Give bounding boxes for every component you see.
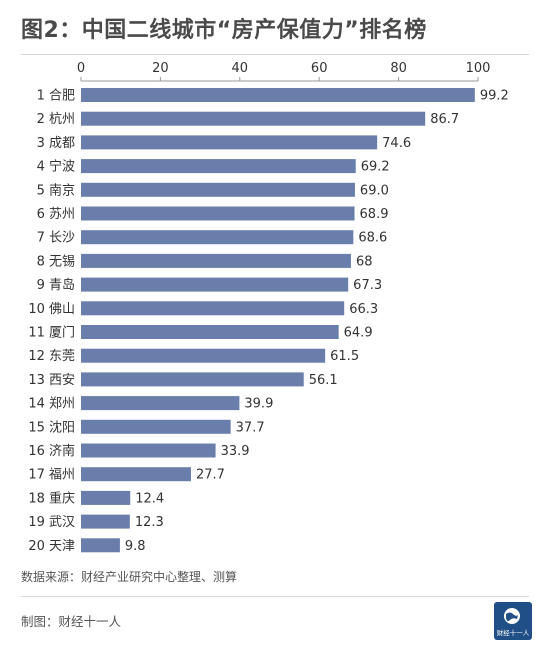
bar — [81, 206, 355, 221]
category-label: 2 杭州 — [37, 112, 75, 127]
bar — [81, 325, 339, 339]
bar — [81, 419, 231, 434]
x-tick-label: 80 — [390, 61, 407, 76]
y-axis-labels: 1 合肥 2 杭州 3 成都 4 宁波 5 南京 6 苏州 7 长沙 8 无锡 9 青岛 10 佛… — [28, 89, 75, 554]
value-label: 68.9 — [360, 207, 389, 222]
category-label: 15 沈阳 — [28, 420, 75, 435]
bar — [81, 443, 216, 458]
value-label: 12.4 — [135, 491, 164, 506]
value-labels: 99.2 86.7 74.6 69.2 69.0 68.9 68.6 68 67.3 66.3 64… — [125, 89, 509, 554]
bar — [81, 467, 191, 482]
x-tick-label: 0 — [77, 61, 85, 76]
data-source-note: 数据来源：财经产业研究中心整理、测算 — [21, 570, 238, 584]
bar — [81, 277, 349, 292]
bar — [81, 88, 475, 102]
category-label: 18 重庆 — [28, 490, 75, 506]
x-tick-label: 60 — [311, 61, 328, 76]
category-label: 12 东莞 — [28, 349, 75, 364]
category-label: 11 厦门 — [28, 326, 75, 341]
bar-chart: 0 20 40 60 80 100 1 合肥 2 杭州 3 成都 4 宁波 5 南京 6 苏州 7 长… — [28, 61, 509, 554]
category-label: 19 武汉 — [28, 515, 75, 530]
category-label: 16 济南 — [28, 443, 75, 459]
category-label: 13 西安 — [28, 373, 75, 388]
bar — [81, 159, 356, 174]
category-label: 10 佛山 — [28, 302, 75, 317]
bar — [81, 490, 131, 505]
x-tick-label: 100 — [466, 61, 491, 76]
category-label: 14 郑州 — [28, 397, 75, 412]
title-divider — [21, 54, 529, 55]
value-label: 33.9 — [221, 444, 250, 459]
bar — [81, 372, 304, 387]
x-axis: 0 20 40 60 80 100 — [77, 61, 491, 82]
bar — [81, 348, 326, 363]
x-tick-label: 20 — [152, 61, 169, 76]
bar — [81, 111, 426, 126]
logo-text: 财经十一人 — [496, 628, 530, 637]
value-label: 69.2 — [361, 160, 390, 175]
value-label: 74.6 — [382, 136, 411, 151]
value-label: 67.3 — [353, 278, 382, 293]
category-label: 4 宁波 — [37, 159, 75, 175]
bar — [81, 514, 130, 529]
value-label: 61.5 — [330, 349, 359, 364]
bars — [81, 88, 475, 553]
value-label: 39.9 — [244, 397, 273, 412]
category-label: 3 成都 — [37, 136, 75, 151]
value-label: 64.9 — [344, 326, 373, 341]
x-tick-label: 40 — [232, 61, 249, 76]
bar — [81, 230, 354, 245]
bar — [81, 135, 378, 150]
publisher-logo: 财经十一人 — [494, 602, 532, 640]
value-label: 99.2 — [480, 89, 509, 104]
category-label: 5 南京 — [37, 182, 75, 198]
value-label: 37.7 — [236, 420, 265, 435]
category-label: 1 合肥 — [37, 89, 75, 104]
value-label: 9.8 — [125, 539, 146, 554]
bar — [81, 182, 355, 197]
category-label: 17 福州 — [28, 468, 75, 483]
globe-icon — [504, 608, 520, 624]
category-label: 20 天津 — [28, 539, 75, 554]
bar — [81, 301, 345, 316]
chart-credit: 制图：财经十一人 — [21, 614, 122, 629]
category-label: 6 苏州 — [37, 206, 75, 222]
category-label: 9 青岛 — [37, 277, 75, 293]
bar — [81, 253, 351, 268]
value-label: 68 — [356, 254, 373, 269]
value-label: 86.7 — [430, 112, 459, 127]
category-label: 7 长沙 — [37, 231, 75, 246]
value-label: 27.7 — [196, 468, 225, 483]
value-label: 12.3 — [135, 515, 164, 530]
value-label: 56.1 — [309, 373, 338, 388]
bar — [81, 396, 240, 411]
category-label: 8 无锡 — [37, 254, 75, 269]
bar — [81, 538, 120, 553]
chart-title: 图2：中国二线城市“房产保值力”排名榜 — [21, 18, 427, 43]
value-label: 69.0 — [360, 183, 389, 198]
footer-divider — [21, 596, 529, 597]
value-label: 68.6 — [358, 231, 387, 246]
value-label: 66.3 — [349, 302, 378, 317]
